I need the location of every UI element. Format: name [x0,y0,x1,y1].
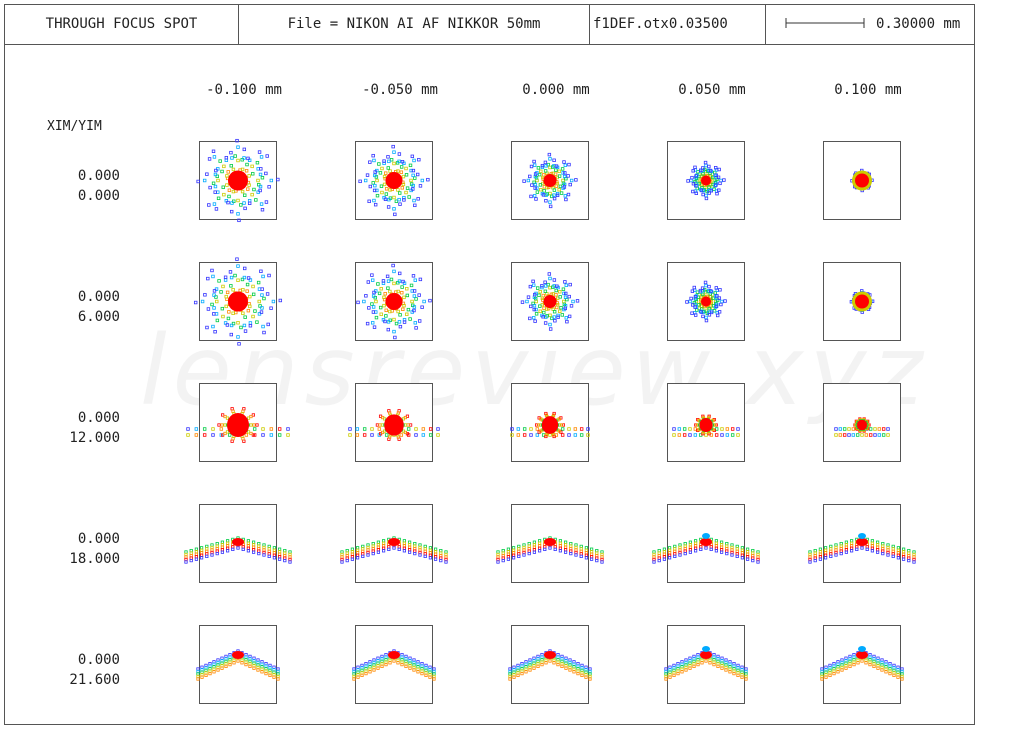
file-name: File = NIKON AI AF NIKKOR 50mm [287,16,541,32]
column-header-defocus: 0.050 mm [678,82,746,98]
spot-diagram-cell [511,625,589,704]
scale-bar-label: 0.30000 mm [876,16,961,32]
yim-value: 21.600 [69,672,120,688]
spot-diagram-cell [823,625,901,704]
spot-diagram-cell [355,141,433,220]
spot-diagram-cell [199,262,277,341]
spot-diagram-cell [823,141,901,220]
spot-diagram-cell [667,504,745,583]
column-header-defocus: -0.050 mm [362,82,438,98]
spot-diagram-cell [511,262,589,341]
column-header-defocus: 0.000 mm [522,82,590,98]
field-label: 0.000 18.000 [40,529,120,569]
field-label: 0.000 12.000 [40,408,120,448]
spot-diagram-cell [667,625,745,704]
yim-value: 18.000 [69,551,120,567]
xim-yim-label: XIM/YIM [47,119,102,134]
defocus-value: f1DEF.otx0.03500 [593,16,728,32]
yim-value: 6.000 [77,309,120,325]
diagram-title: THROUGH FOCUS SPOT [45,16,198,32]
header-divider [589,5,590,44]
spot-diagram-cell [355,625,433,704]
spot-diagram-cell [823,383,901,462]
spot-diagram-cell [823,262,901,341]
field-label: 0.000 21.600 [40,650,120,690]
xim-value: 0.000 [77,652,120,668]
spot-diagram-cell [511,504,589,583]
spot-diagram-cell [355,262,433,341]
spot-diagram-cell [199,504,277,583]
spot-diagram-cell [355,504,433,583]
header-divider [765,5,766,44]
spot-diagram-cell [511,141,589,220]
field-label: 0.000 6.000 [40,287,120,327]
spot-diagram-sheet: THROUGH FOCUS SPOT File = NIKON AI AF NI… [4,4,975,725]
field-label: 0.000 0.000 [40,166,120,206]
column-header-defocus: 0.100 mm [834,82,902,98]
yim-value: 12.000 [69,430,120,446]
xim-value: 0.000 [77,531,120,547]
header-divider [238,5,239,44]
yim-value: 0.000 [77,188,120,204]
spot-diagram-cell [667,141,745,220]
spot-diagram-cell [667,383,745,462]
xim-value: 0.000 [77,289,120,305]
column-header-defocus: -0.100 mm [206,82,282,98]
spot-diagram-cell [199,383,277,462]
spot-diagram-cell [199,141,277,220]
spot-diagram-cell [199,625,277,704]
scale-bar-cell: 0.30000 mm [766,5,975,44]
header-bar: THROUGH FOCUS SPOT File = NIKON AI AF NI… [5,5,974,45]
spot-diagram-cell [511,383,589,462]
spot-diagram-cell [355,383,433,462]
xim-value: 0.000 [77,410,120,426]
spot-diagram-cell [823,504,901,583]
scale-bar-icon [785,18,865,28]
xim-value: 0.000 [77,168,120,184]
spot-diagram-cell [667,262,745,341]
